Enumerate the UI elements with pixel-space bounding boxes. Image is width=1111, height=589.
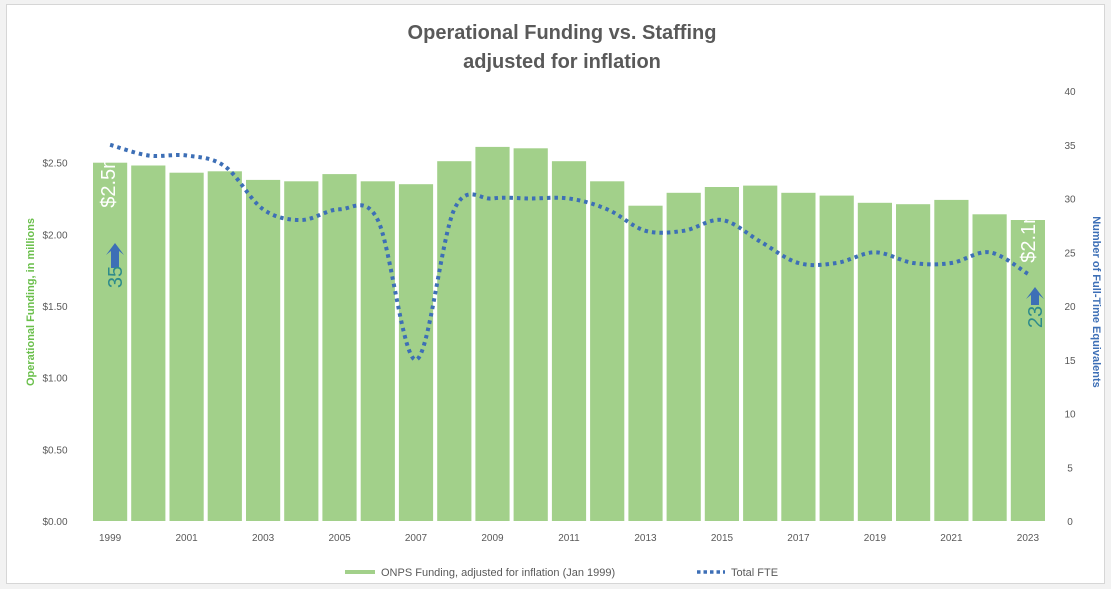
chart-title-line-1: Operational Funding vs. Staffing [408,22,717,44]
funding-bar [819,195,854,521]
end-funding-annotation: $2.1m [1018,207,1040,263]
up-arrow-icon [1026,287,1044,305]
funding-bar [628,205,663,521]
funding-bar [93,162,128,521]
funding-bar [246,179,281,521]
funding-bar [590,181,625,522]
y-axis-right-label: Number of Full-Time Equivalents [1090,216,1102,388]
x-axis-ticks: 1999 2001 2003 2005 2007 2009 2011 2013 2015 2017… [99,533,1039,544]
funding-bar [207,171,242,522]
y-right-tick-label: 0 [1067,517,1073,528]
funding-bar [972,214,1007,522]
x-tick-label: 2003 [252,533,275,544]
y-axis-right-ticks: 0 5 10 15 20 25 30 35 40 [1064,87,1076,528]
funding-bar [360,181,395,522]
y-right-tick-label: 5 [1067,463,1073,474]
y-right-tick-label: 35 [1064,141,1076,152]
y-left-tick-label: $0.00 [42,517,67,528]
funding-bar [743,185,778,521]
funding-bar [437,161,472,521]
legend: ONPS Funding, adjusted for inflation (Ja… [345,567,778,579]
funding-bar [704,187,739,521]
legend-label-funding: ONPS Funding, adjusted for inflation (Ja… [381,567,615,579]
y-right-tick-label: 10 [1064,410,1076,421]
funding-bar [169,172,204,521]
x-tick-label: 2013 [634,533,657,544]
funding-bar [1010,220,1045,521]
funding-bar [934,199,969,521]
funding-bar [398,184,434,521]
x-tick-label: 2005 [328,533,351,544]
y-axis-left-ticks: $0.00 $0.50 $1.00 $1.50 $2.00 $2.50 [42,159,67,528]
y-axis-left-label: Operational Funding, in millions [25,218,37,386]
funding-bar [896,204,931,521]
start-fte-annotation: 35 [105,266,127,288]
funding-staffing-chart: Operational Funding vs. Staffing adjuste… [25,22,1102,579]
fte-line-series [109,142,1029,362]
legend-label-fte: Total FTE [731,567,778,579]
x-tick-label: 2015 [711,533,734,544]
funding-bar [857,202,892,522]
end-fte-annotation: 23 [1025,306,1047,328]
funding-bar [131,165,166,521]
x-tick-label: 2011 [558,533,580,544]
end-annotation: $2.1m 23 [1018,207,1047,328]
fte-line [109,142,1029,362]
y-left-tick-label: $2.00 [42,230,67,241]
x-tick-label: 2019 [864,533,887,544]
y-left-tick-label: $1.50 [42,302,67,313]
x-tick-label: 2021 [940,533,963,544]
funding-bar [322,174,357,521]
x-tick-label: 2017 [787,533,810,544]
chart-title-line-2: adjusted for inflation [463,51,661,73]
x-tick-label: 2007 [405,533,428,544]
funding-bars [93,146,1045,522]
y-right-tick-label: 30 [1064,195,1076,206]
x-tick-label: 2023 [1017,533,1040,544]
y-left-tick-label: $0.50 [42,445,67,456]
funding-bar [551,161,587,521]
up-arrow-icon [106,243,124,268]
y-right-tick-label: 15 [1064,356,1076,367]
y-right-tick-label: 20 [1064,302,1076,313]
funding-bar [475,146,510,521]
funding-bar [513,148,548,522]
x-tick-label: 2001 [175,533,198,544]
start-funding-annotation: $2.5m [98,152,120,208]
y-left-tick-label: $1.00 [42,374,67,385]
funding-bar [666,192,701,522]
chart-frame: Operational Funding vs. Staffing adjuste… [6,4,1105,584]
y-right-tick-label: 40 [1064,87,1076,98]
start-annotation: $2.5m 35 [98,152,127,288]
funding-bar [284,181,319,522]
funding-bar [781,192,816,522]
y-left-tick-label: $2.50 [42,159,67,170]
x-tick-label: 1999 [99,533,122,544]
x-tick-label: 2009 [481,533,504,544]
y-right-tick-label: 25 [1064,248,1076,259]
